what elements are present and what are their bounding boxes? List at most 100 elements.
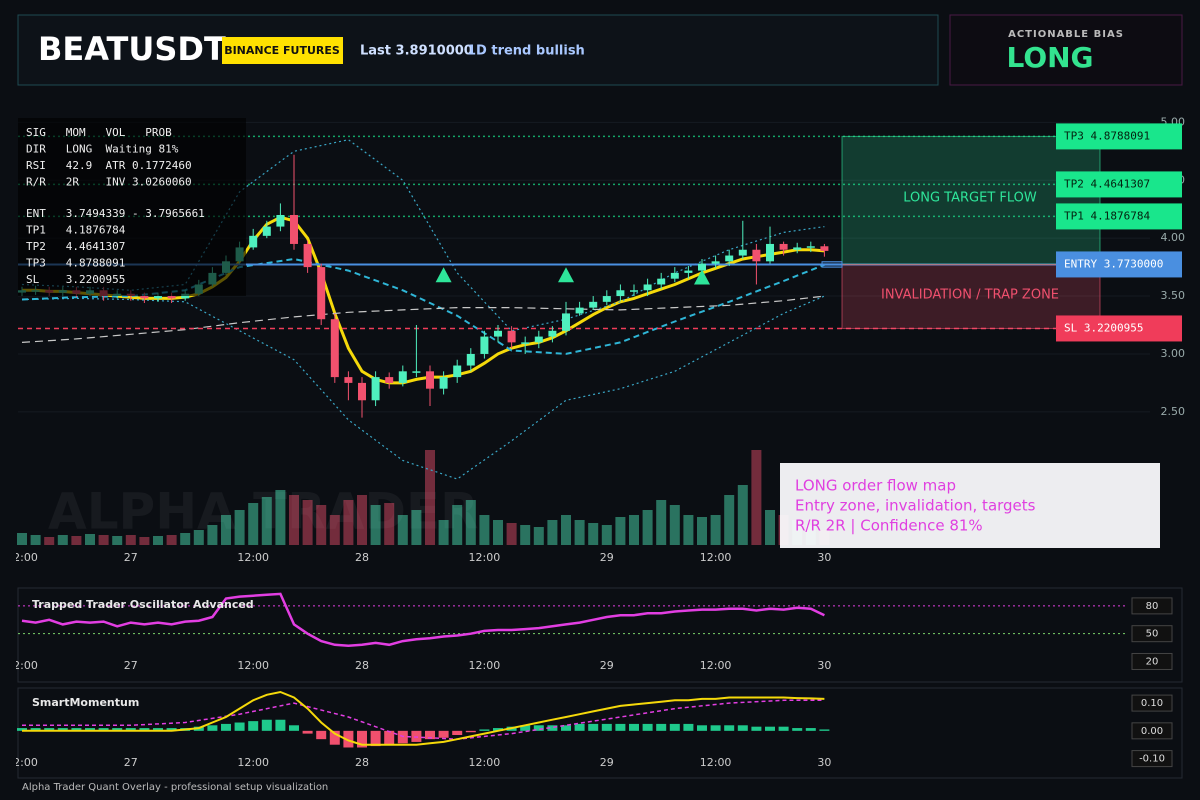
tick-box	[1131, 694, 1173, 712]
volume-bar	[57, 535, 68, 545]
level-name: TP3	[1064, 129, 1084, 142]
momentum-bar	[85, 728, 95, 731]
volume-bar	[166, 535, 177, 545]
y-tick-label: 0.10	[1141, 698, 1163, 709]
x-tick-label: 12:00	[700, 551, 732, 564]
candle-body	[643, 284, 652, 291]
momentum-bar	[574, 723, 585, 731]
zone	[841, 135, 1101, 265]
level-price: 4.1876784	[1091, 209, 1151, 222]
candle-body	[507, 330, 516, 343]
momentum-bar	[656, 723, 667, 731]
y-tick-label: 4.00	[1161, 231, 1186, 244]
info-line: TP1 4.1876784	[26, 224, 126, 237]
volume-bar	[751, 450, 762, 545]
volume-bar	[465, 500, 476, 545]
x-axis: 12:00 27 12:00 28 12:00 29 12:00 30	[16, 551, 831, 564]
candle-body	[779, 243, 788, 250]
momentum-bar	[588, 723, 599, 731]
entry-zone	[821, 261, 843, 268]
level-name: TP2	[1064, 177, 1084, 190]
momentum-bar	[547, 725, 558, 731]
momentum-bar	[153, 728, 163, 731]
volume-bar	[44, 537, 55, 545]
candle-body	[262, 226, 271, 236]
volume-bar	[316, 505, 327, 545]
candle-body	[480, 336, 489, 354]
candle-body	[657, 278, 666, 285]
level-price: 4.4641307	[1091, 177, 1151, 190]
info-line: TP3 4.8788091	[26, 257, 125, 270]
volume-bar	[153, 536, 163, 545]
signal-triangle	[435, 267, 452, 283]
momentum-bar	[425, 730, 435, 740]
level-name: TP1	[1064, 209, 1084, 222]
info-line: RSI 42.9 ATR 0.1772460	[26, 159, 192, 172]
volume-bar	[98, 535, 109, 545]
momentum-bar	[302, 730, 313, 734]
volume-bar	[438, 520, 449, 545]
candle-body	[820, 246, 829, 251]
tick-box	[1131, 625, 1173, 643]
momentum-bar	[275, 719, 286, 731]
momentum-bar	[561, 725, 571, 731]
candle-body	[589, 301, 598, 308]
momentum-bar	[520, 725, 531, 731]
momentum-bar	[737, 725, 748, 731]
info-line: ENT 3.7494339 - 3.7965661	[26, 207, 205, 220]
info-line: R/R 2R INV 3.0260060	[26, 176, 192, 189]
candle-body	[466, 353, 475, 366]
volume-bar	[737, 485, 748, 545]
watermark: ALPHA TRADER	[48, 483, 479, 541]
momentum-bar	[629, 723, 639, 731]
candle-body	[426, 371, 434, 389]
signal-triangle	[558, 267, 574, 283]
volume-bar	[234, 510, 245, 545]
x-tick-label: 30	[817, 756, 831, 769]
momentum-bar	[384, 730, 395, 745]
momentum-bar	[261, 719, 272, 731]
level-label: TP2 4.4641307	[1064, 177, 1150, 190]
momentum-bar	[166, 728, 177, 731]
momentum-bar	[452, 730, 463, 735]
volume-bar	[302, 500, 313, 545]
trend: 1D trend bullish	[467, 44, 585, 59]
x-tick-label: 30	[817, 659, 831, 672]
x-tick-label: 29	[600, 659, 614, 672]
tick-box	[1131, 597, 1173, 615]
overlay-line	[21, 257, 825, 355]
momentum-bar	[710, 725, 721, 731]
x-tick-label: 27	[124, 551, 138, 564]
volume-bar	[357, 495, 367, 545]
zone-label: INVALIDATION / TRAP ZONE	[881, 288, 1059, 303]
candle-body	[276, 215, 285, 227]
candle-body	[562, 313, 570, 331]
candle-body	[602, 296, 611, 302]
panel-title: Trapped Trader Oscillator Advanced	[32, 598, 254, 611]
level-price: 3.2200955	[1084, 321, 1144, 334]
volume-bar	[384, 503, 395, 545]
volume-bar	[642, 510, 653, 545]
momentum-bar	[683, 723, 694, 731]
momentum-bar	[778, 726, 789, 731]
x-tick-label: 12:00	[469, 756, 501, 769]
volume-bar	[669, 505, 680, 545]
momentum-bar	[98, 728, 109, 731]
momentum-bar	[125, 728, 136, 731]
volume-bar	[506, 523, 517, 545]
volume-bar	[275, 490, 286, 545]
note-box	[780, 463, 1160, 548]
level-tag	[1056, 203, 1182, 230]
volume-bar	[656, 500, 667, 545]
volume-bar	[207, 525, 218, 545]
y-tick-label: 80	[1146, 601, 1159, 612]
symbol: BEATUSDT	[38, 30, 226, 68]
candle-body	[575, 307, 584, 314]
tick-box	[1131, 722, 1173, 740]
volume-bar	[710, 515, 721, 545]
candle-body	[793, 247, 802, 250]
volume-bar	[629, 515, 639, 545]
info-box	[18, 118, 246, 296]
momentum-bar	[289, 725, 299, 731]
